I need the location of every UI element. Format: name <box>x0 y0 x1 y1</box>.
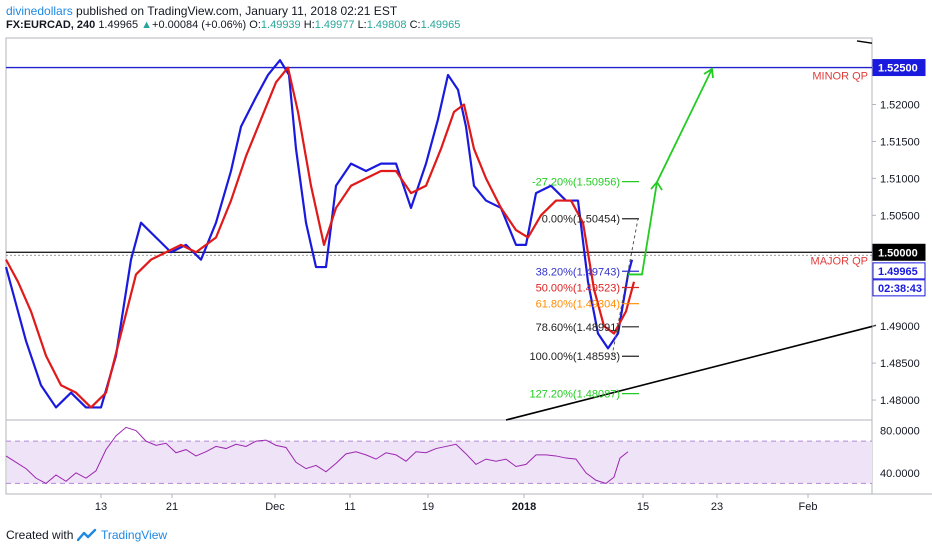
time-tick-4: 19 <box>422 501 434 513</box>
last-badge-bg <box>872 262 926 280</box>
open-label: O: <box>249 19 261 31</box>
time-tick-5: 2018 <box>512 501 536 513</box>
close-label: C: <box>409 19 421 31</box>
price-badges: 1.52500 1.50000 1.49965 02:38:43 <box>872 59 926 297</box>
publish-line: divinedollars published on TradingView.c… <box>6 4 397 18</box>
fib-label-7: 127.20%(1.48087) <box>529 389 620 401</box>
price-tick-4: 1.50500 <box>880 210 920 222</box>
fib-label-3: 50.00%(1.49523) <box>536 283 620 295</box>
price-tick-8: 1.48500 <box>880 358 920 370</box>
price-tick-7: 1.49000 <box>880 321 920 333</box>
last-badge: 1.49965 <box>878 266 918 278</box>
minor-badge: 1.52500 <box>878 63 918 75</box>
projection-arrowhead-2 <box>703 67 714 79</box>
rsi-polyline <box>5 426 629 485</box>
time-tick-8: Feb <box>799 501 818 513</box>
time-tick-0: 13 <box>95 501 107 513</box>
round-badge-bg <box>872 243 926 261</box>
tradingview-logo-icon <box>77 528 97 542</box>
last-price: 1.49965 <box>98 19 139 31</box>
high-value: 1.49977 <box>314 19 355 31</box>
tradingview-link[interactable]: TradingView <box>101 528 168 542</box>
trendline-line <box>505 324 877 421</box>
time-tick-1: 21 <box>166 501 178 513</box>
fib-trend-dashed <box>611 218 639 357</box>
minor-badge-bg <box>872 59 926 77</box>
footer: Created with TradingView <box>0 520 932 550</box>
created-with-text: Created with <box>6 528 74 542</box>
chart-header: divinedollars published on TradingView.c… <box>0 0 932 36</box>
fib-label-1: 0.00%(1.50454) <box>542 214 620 226</box>
projection-arrowhead-1 <box>650 180 663 191</box>
projection-path <box>628 68 713 276</box>
rsi-tick-0: 80.0000 <box>880 426 920 438</box>
countdown-badge-bg <box>872 279 926 297</box>
level-lines: MINOR QP MAJOR QP <box>6 66 872 267</box>
price-axis[interactable]: 1.52500 1.52000 1.51500 1.51000 1.50500 1.500… <box>872 63 920 480</box>
price-tick-1: 1.52000 <box>880 99 920 111</box>
ma-line-1 <box>5 66 636 409</box>
rsi-tick-1: 40.0000 <box>880 468 920 480</box>
level-label-1: MAJOR QP <box>811 255 868 267</box>
top-trendline-segment <box>856 40 873 44</box>
close-value: 1.49965 <box>420 19 461 31</box>
level-label-0: MINOR QP <box>812 71 868 83</box>
main-pane-frame <box>5 37 873 421</box>
price-change: +0.00084 (+0.06%) <box>152 19 247 31</box>
fib-label-4: 61.80%(1.49304) <box>536 299 620 311</box>
open-value: 1.49939 <box>260 19 301 31</box>
time-tick-7: 23 <box>711 501 723 513</box>
chart-canvas[interactable]: MINOR QP MAJOR QP -27.20%(1.50956) 0.00%(1… <box>0 0 932 520</box>
fib-label-5: 78.60%(1.48991) <box>536 322 620 334</box>
symbol-line: FX:EURCAD, 240 1.49965 ▲+0.00084 (+0.06%… <box>6 19 460 31</box>
price-tick-3: 1.51000 <box>880 173 920 185</box>
rsi-line <box>5 426 629 485</box>
time-tick-6: 15 <box>637 501 649 513</box>
change-arrow-icon: ▲ <box>141 19 153 31</box>
published-text: published on TradingView.com, January 11… <box>76 4 398 18</box>
price-tick-9: 1.48000 <box>880 395 920 407</box>
countdown-badge: 02:38:43 <box>878 283 922 295</box>
time-tick-3: 11 <box>344 501 355 513</box>
fib-label-2: 38.20%(1.49743) <box>536 266 620 278</box>
time-tick-2: Dec <box>265 501 285 513</box>
round-badge: 1.50000 <box>878 247 918 259</box>
high-label: H: <box>303 19 315 31</box>
price-tick-2: 1.51500 <box>880 136 920 148</box>
fib-label-6: 100.00%(1.48593) <box>529 351 620 363</box>
time-axis[interactable]: 13 21 Dec 11 19 2018 15 23 Feb <box>95 494 818 513</box>
projection-arrows[interactable] <box>628 67 714 276</box>
moving-averages <box>4 59 636 409</box>
author-link[interactable]: divinedollars <box>6 4 73 18</box>
fibonacci-tool[interactable]: -27.20%(1.50956) 0.00%(1.50454) 38.20%(1.4… <box>529 177 639 401</box>
low-value: 1.49808 <box>366 19 407 31</box>
symbol-label: FX:EURCAD, 240 <box>6 19 96 31</box>
low-label: L: <box>357 19 367 31</box>
fib-label-0: -27.20%(1.50956) <box>532 177 620 189</box>
trendline[interactable] <box>505 40 877 421</box>
